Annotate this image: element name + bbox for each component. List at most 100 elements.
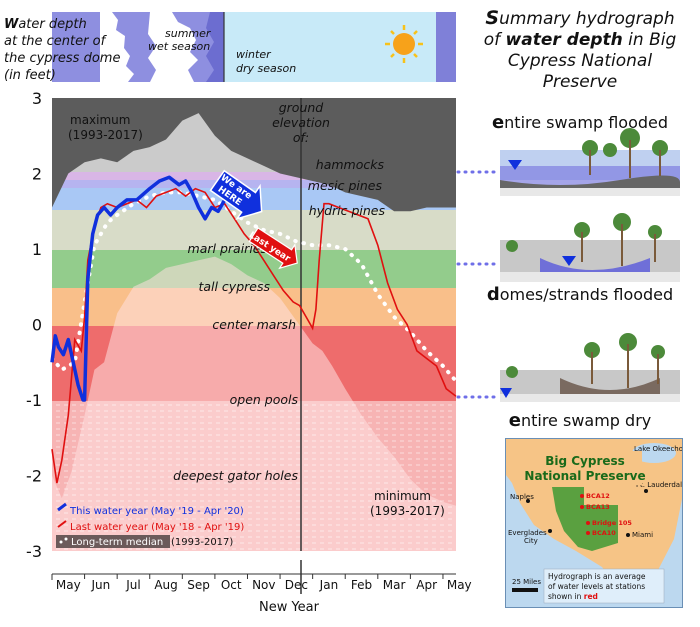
map-everglades-l1: Everglades	[508, 529, 547, 537]
caption-domes: domes/strands flooded	[486, 284, 674, 305]
winter-l2: dry season	[236, 62, 296, 75]
label-mesic-pines: mesic pines	[308, 178, 383, 193]
y-tick-label: 2	[32, 165, 42, 184]
x-tick-label: Dec	[285, 578, 308, 592]
y-tick-label: -3	[26, 542, 42, 561]
legend-this-year: This water year (May '19 - Apr '20)	[69, 506, 244, 517]
svg-text:Water depth: Water depth	[4, 17, 87, 32]
label-open-pools: open pools	[230, 392, 299, 407]
zone-mesic-pines	[52, 180, 456, 188]
svg-text:BCA12: BCA12	[586, 492, 610, 500]
x-tick-label: May	[447, 578, 472, 592]
svg-text:maximum: maximum	[70, 113, 130, 127]
svg-text:ground: ground	[279, 100, 324, 115]
we-are-here-tag: We are HERE	[209, 169, 263, 221]
svg-text:of:: of:	[293, 130, 309, 145]
legend-median: Long-term median	[71, 537, 163, 548]
winter-l1: winter	[236, 48, 272, 61]
svg-text:Big Cypress: Big Cypress	[545, 454, 625, 468]
legend-swatch-last-year	[57, 520, 67, 528]
sun-icon	[385, 25, 423, 63]
svg-text:of water levels at stations: of water levels at stations	[548, 582, 645, 591]
x-axis-label: New Year	[259, 600, 320, 615]
svg-text:(1993-2017): (1993-2017)	[370, 504, 445, 518]
lake-okeechobee	[632, 443, 676, 463]
map-title: Big Cypress National Preserve	[524, 451, 646, 485]
domes-flooded-illustration	[500, 213, 680, 282]
svg-text:Hydrograph is an average: Hydrograph is an average	[548, 572, 646, 581]
min-label: minimum (1993-2017)	[370, 489, 445, 518]
side-title-l1: ummary hydrograph	[499, 9, 675, 29]
this-year-line	[50, 175, 232, 402]
preserve-map: BCA12 BCA13 Bridge 105 BCA10 Lake Okeech…	[505, 438, 683, 608]
x-tick-label: Feb	[351, 578, 372, 592]
max-label: maximum (1993-2017)	[68, 113, 143, 142]
svg-text:Bridge 105: Bridge 105	[592, 519, 632, 527]
y-tick-label: -1	[26, 391, 42, 410]
summer-cloud-right	[148, 12, 198, 82]
map-everglades-l2: City	[524, 537, 538, 545]
side-title: Summary hydrograph of water depth in Big…	[462, 8, 698, 93]
zone-connectors	[456, 170, 502, 399]
legend-swatch-this-year	[57, 502, 67, 512]
wd-l2: at the center of	[4, 34, 108, 49]
wd-l3: the cypress dome	[4, 51, 120, 66]
legend-median-box	[56, 535, 170, 548]
preserve-area	[552, 487, 618, 551]
side-title-l4: Preserve	[542, 72, 618, 92]
svg-text:BCA10: BCA10	[592, 529, 616, 537]
svg-text:(1993-2017): (1993-2017)	[68, 128, 143, 142]
dry-swamp-illustration	[500, 333, 680, 402]
side-title-l3: Cypress National	[507, 51, 653, 71]
map-lake: Lake Okeechobee	[634, 445, 682, 453]
map-ft-lauderdale: Ft. Lauderdale	[636, 481, 682, 489]
station-markers: BCA12 BCA13 Bridge 105 BCA10	[580, 492, 632, 537]
x-axis: May Jun Jul Aug Sep Oct Nov Dec Jan Feb Mar Apr May …	[51, 560, 472, 615]
side-title-s: S	[485, 7, 500, 29]
y-tick-label: 0	[32, 316, 42, 335]
legend: This water year (May '19 - Apr '20) Last…	[56, 502, 244, 548]
scale-bar	[512, 588, 538, 592]
label-hydric-pines: hydric pines	[309, 203, 386, 218]
ground-elevation-label: ground elevation of:	[272, 100, 330, 145]
summer-l1: summer	[165, 27, 212, 40]
x-tick-label: Apr	[416, 578, 437, 592]
summer-l2: wet season	[148, 40, 210, 53]
x-tick-label: Jun	[90, 578, 110, 592]
map-note-box	[543, 568, 665, 604]
winter-edge	[436, 12, 456, 82]
svg-text:BCA13: BCA13	[586, 503, 610, 511]
caption-dry: entire swamp dry	[508, 410, 652, 431]
winter-panel	[224, 12, 456, 82]
svg-text:minimum: minimum	[374, 489, 431, 503]
x-tick-label: Nov	[252, 578, 275, 592]
svg-text:elevation: elevation	[272, 115, 330, 130]
legend-median-years: (1993-2017)	[171, 537, 233, 548]
svg-text:National Preserve: National Preserve	[524, 469, 645, 483]
y-tick-label: -2	[26, 467, 42, 486]
label-center-marsh: center marsh	[212, 317, 296, 332]
zone-labels: hammocks mesic pines hydric pines marl p…	[173, 157, 385, 483]
x-tick-label: Mar	[383, 578, 406, 592]
summer-cloud-left	[100, 12, 134, 82]
wd-l1: ater depth	[18, 17, 86, 32]
svg-text:shown in red: shown in red	[548, 592, 598, 601]
x-tick-label: Aug	[154, 578, 177, 592]
wd-w: W	[4, 17, 19, 32]
y-tick-label: 1	[32, 240, 42, 259]
x-tick-label: May	[56, 578, 81, 592]
header-banner: Water depth at the center of the cypress…	[4, 12, 456, 83]
map-miami: Miami	[632, 531, 653, 539]
map-note: Hydrograph is an average of water levels…	[548, 572, 646, 601]
plot-area	[50, 98, 458, 551]
flooded-swamp-illustration	[500, 128, 680, 196]
max-range-band	[52, 98, 456, 212]
summer-edge	[206, 12, 224, 82]
label-gator-holes: deepest gator holes	[173, 468, 298, 483]
summer-panel	[52, 12, 224, 82]
x-tick-label: Jul	[125, 578, 140, 592]
map-scale: 25 Miles	[512, 578, 541, 586]
x-tick-label: Oct	[221, 578, 242, 592]
caption-flooded: entire swamp flooded	[491, 112, 669, 133]
